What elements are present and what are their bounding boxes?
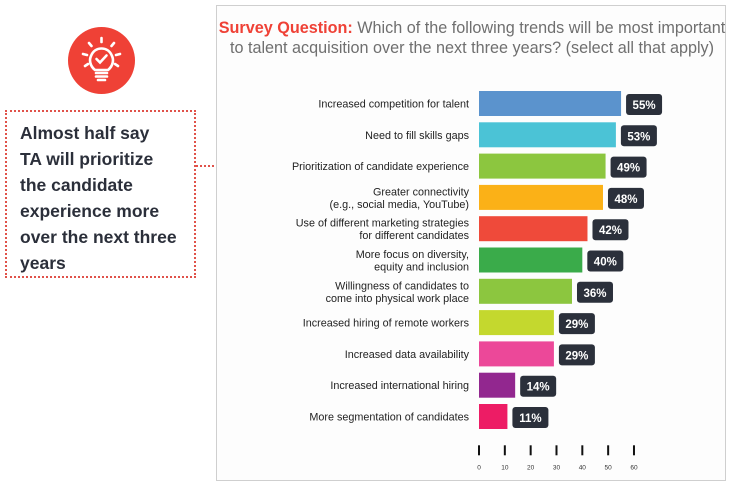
bar — [479, 184, 603, 210]
bar — [479, 341, 554, 367]
chart-panel: Survey Question: Which of the following … — [216, 5, 726, 481]
axis-tick-label: 60 — [630, 464, 638, 471]
category-label: Need to fill skills gaps — [365, 130, 469, 142]
chart-title-question: Which of the following trends will be mo… — [229, 19, 726, 57]
chart-title: Survey Question: Which of the following … — [217, 18, 727, 58]
value-label: 49% — [617, 163, 640, 175]
category-label: More focus on diversity, equity and inclu… — [356, 249, 469, 274]
category-label: Use of different marketing strategies for… — [296, 218, 470, 243]
bar — [479, 122, 616, 148]
category-label: Greater connectivity (e.g., social media,… — [330, 186, 470, 211]
value-label: 40% — [594, 257, 617, 269]
value-label: 36% — [583, 288, 606, 300]
callout-box: Almost half say TA will prioritize the c… — [5, 110, 196, 278]
category-label: Increased data availability — [345, 349, 470, 361]
category-label: Increased international hiring — [330, 380, 469, 392]
bar — [479, 310, 554, 336]
axis-tick — [503, 445, 506, 456]
value-badge — [592, 219, 629, 241]
axis-tick-label: 40 — [579, 464, 587, 471]
value-badge — [610, 156, 647, 178]
axis-tick — [607, 445, 610, 456]
value-label: 29% — [565, 350, 588, 362]
axis-tick-label: 30 — [553, 464, 561, 471]
value-label: 48% — [614, 194, 637, 206]
callout-text: Almost half say TA will prioritize the c… — [20, 120, 200, 276]
bar — [479, 216, 588, 242]
bar — [479, 278, 572, 304]
lightbulb-check-icon — [68, 27, 135, 94]
value-badge — [626, 94, 663, 115]
value-label: 29% — [565, 319, 588, 331]
value-badge — [558, 344, 595, 366]
axis-tick-label: 10 — [501, 464, 509, 471]
value-badge — [607, 187, 644, 209]
value-label: 55% — [633, 100, 656, 112]
callout-line: the candidate — [20, 175, 133, 195]
callout-line: Almost half say — [20, 123, 150, 143]
bar — [479, 372, 516, 398]
value-label: 42% — [599, 225, 622, 237]
bar-chart: Increased competition for talent 55% Need … — [292, 91, 663, 471]
value-label: 53% — [627, 131, 650, 143]
value-badge — [520, 375, 557, 397]
category-label: More segmentation of candidates — [309, 412, 469, 424]
axis-tick-label: 50 — [605, 464, 613, 471]
value-badge — [558, 313, 595, 335]
bar — [479, 247, 583, 273]
axis-tick — [581, 445, 584, 456]
axis-tick-label: 0 — [477, 464, 481, 471]
callout-connector-line — [196, 165, 234, 167]
bar — [479, 153, 606, 179]
category-label: Increased hiring of remote workers — [303, 318, 470, 330]
callout-line: TA will prioritize — [20, 149, 154, 169]
axis-tick — [529, 445, 532, 456]
value-label: 14% — [527, 382, 550, 394]
callout-line: years — [20, 253, 66, 273]
axis-tick — [555, 445, 558, 456]
chart-title-lead: Survey Question: — [218, 19, 353, 37]
bar — [479, 404, 508, 429]
axis-tick — [478, 445, 480, 456]
value-label: 11% — [519, 413, 541, 425]
value-badge — [576, 281, 613, 303]
bar — [479, 91, 622, 116]
value-badge — [620, 125, 657, 147]
axis-tick — [632, 445, 635, 456]
callout-line: over the next three — [20, 227, 177, 247]
callout-line: experience more — [20, 201, 160, 221]
value-badge — [512, 407, 549, 428]
value-badge — [587, 250, 624, 272]
category-label: Prioritization of candidate experience — [292, 161, 469, 173]
category-label: Increased competition for talent — [318, 99, 469, 111]
category-label: Willingness of candidates to come into ph… — [326, 280, 469, 305]
axis-tick-label: 20 — [527, 464, 535, 471]
